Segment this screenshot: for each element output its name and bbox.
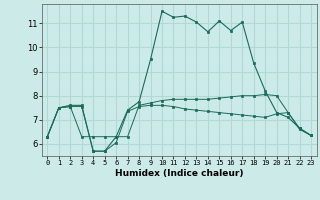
X-axis label: Humidex (Indice chaleur): Humidex (Indice chaleur)	[115, 169, 244, 178]
